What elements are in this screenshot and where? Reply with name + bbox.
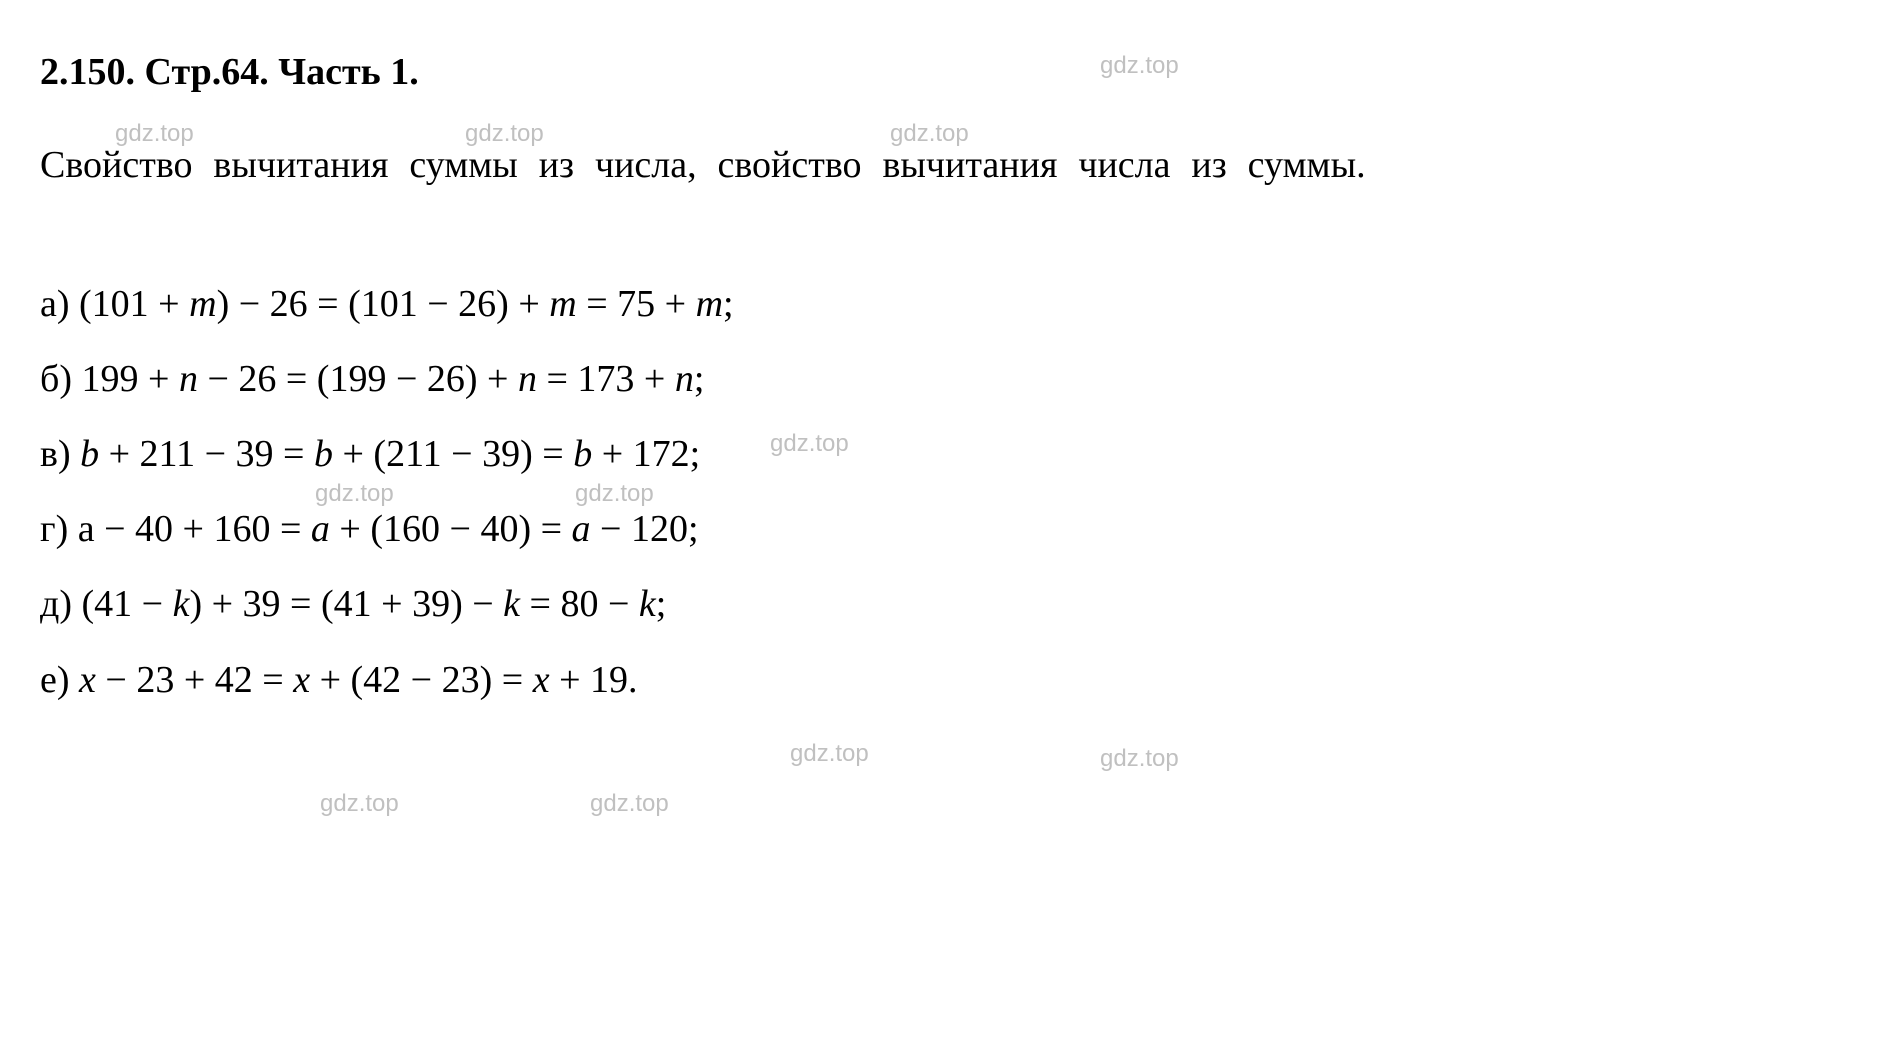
equation-variable: k <box>503 583 520 625</box>
equation-label: г) <box>40 508 78 550</box>
equation-variable: n <box>179 358 198 400</box>
equation-label: д) <box>40 583 82 625</box>
watermark-text: gdz.top <box>590 790 669 818</box>
equation-text: ) + 39 = (41 + 39) − <box>189 583 503 625</box>
equation-text: (41 − <box>82 583 173 625</box>
equation-variable: b <box>80 433 99 475</box>
equation-text: + 211 − 39 = <box>99 433 314 475</box>
equation-variable: b <box>314 433 333 475</box>
equation-label: б) <box>40 358 82 400</box>
equation-row: б) 199 + n − 26 = (199 − 26) + n = 173 +… <box>40 353 1863 406</box>
equation-text: + 19. <box>550 659 638 701</box>
equation-variable: k <box>173 583 190 625</box>
equation-label: а) <box>40 283 79 325</box>
equation-row: д) (41 − k) + 39 = (41 + 39) − k = 80 − … <box>40 578 1863 631</box>
equation-text: ; <box>656 583 667 625</box>
equation-text: + (160 − 40) = <box>330 508 572 550</box>
equation-variable: x <box>293 659 310 701</box>
equation-variable: x <box>79 659 96 701</box>
exercise-heading: 2.150. Стр.64. Часть 1. <box>40 50 1863 94</box>
equation-text: 199 + <box>82 358 179 400</box>
equation-variable: n <box>518 358 537 400</box>
equation-row: г) а − 40 + 160 = a + (160 − 40) = a − 1… <box>40 503 1863 556</box>
equation-label: е) <box>40 659 79 701</box>
equation-text: + (42 − 23) = <box>310 659 533 701</box>
equation-variable: m <box>696 283 723 325</box>
equation-text: − 23 + 42 = <box>96 659 293 701</box>
equation-variable: b <box>573 433 592 475</box>
equation-text: + 172; <box>592 433 700 475</box>
equation-text: = 75 + <box>577 283 696 325</box>
equation-text: ) − 26 = (101 − 26) + <box>217 283 550 325</box>
equation-variable: k <box>639 583 656 625</box>
equation-variable: x <box>533 659 550 701</box>
equation-variable: a <box>311 508 330 550</box>
equation-text: а − 40 + 160 = <box>78 508 311 550</box>
equation-row: е) x − 23 + 42 = x + (42 − 23) = x + 19. <box>40 654 1863 707</box>
equation-text: = 80 − <box>520 583 639 625</box>
equation-variable: m <box>189 283 216 325</box>
watermark-text: gdz.top <box>1100 745 1179 773</box>
equation-list: а) (101 + m) − 26 = (101 − 26) + m = 75 … <box>40 278 1863 707</box>
equation-text: − 120; <box>591 508 699 550</box>
equation-text: − 26 = (199 − 26) + <box>198 358 518 400</box>
equation-text: (101 + <box>79 283 189 325</box>
watermark-text: gdz.top <box>790 740 869 768</box>
equation-text: = 173 + <box>537 358 675 400</box>
equation-text: + (211 − 39) = <box>333 433 573 475</box>
equation-row: а) (101 + m) − 26 = (101 − 26) + m = 75 … <box>40 278 1863 331</box>
equation-label: в) <box>40 433 80 475</box>
equation-row: в) b + 211 − 39 = b + (211 − 39) = b + 1… <box>40 428 1863 481</box>
equation-text: ; <box>723 283 734 325</box>
equation-variable: n <box>675 358 694 400</box>
equation-variable: m <box>549 283 576 325</box>
equation-text: ; <box>694 358 705 400</box>
watermark-text: gdz.top <box>320 790 399 818</box>
equation-variable: a <box>572 508 591 550</box>
exercise-description: Свойство вычитания суммы из числа, свойс… <box>40 124 1860 208</box>
